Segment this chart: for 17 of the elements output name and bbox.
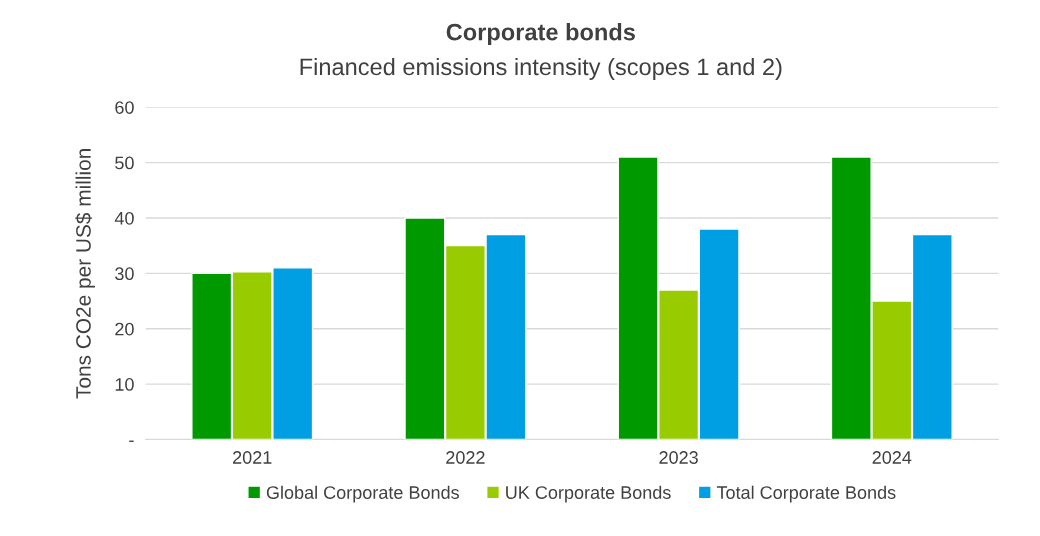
y-axis-title: Tons CO2e per US$ million <box>75 149 95 399</box>
chart-subtitle: Financed emissions intensity (scopes 1 and 2) <box>300 57 782 80</box>
chart-title: Corporate bonds <box>446 23 635 46</box>
y-tick-label: 10 <box>115 378 134 391</box>
y-tick-label: 40 <box>114 211 134 225</box>
x-tick-label: 2021 <box>233 451 272 464</box>
y-tick-label: 60 <box>115 101 134 114</box>
y-tick-label: 30 <box>115 267 134 281</box>
legend-label: Total Corporate Bonds <box>716 485 896 503</box>
legend-label: UK Corporate Bonds <box>506 485 671 503</box>
x-tick-label: 2024 <box>872 451 912 464</box>
legend-label: Global Corporate Bonds <box>266 485 459 503</box>
y-tick-label: 50 <box>115 156 134 170</box>
y-tick-label: - <box>129 440 134 442</box>
y-tick-label: 20 <box>115 322 134 336</box>
x-tick-label: 2023 <box>659 451 698 464</box>
x-tick-label: 2022 <box>446 451 485 464</box>
